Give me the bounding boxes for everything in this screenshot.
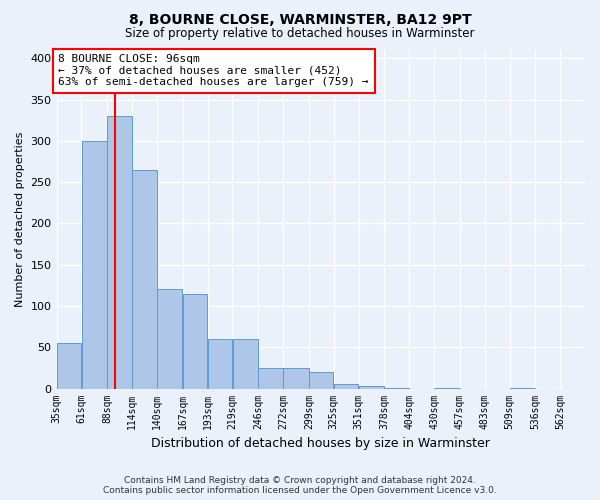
Bar — [334, 384, 358, 388]
Bar — [359, 386, 384, 388]
Bar — [208, 339, 232, 388]
Bar — [259, 368, 283, 388]
Bar — [233, 339, 258, 388]
Text: 8, BOURNE CLOSE, WARMINSTER, BA12 9PT: 8, BOURNE CLOSE, WARMINSTER, BA12 9PT — [128, 12, 472, 26]
Bar — [157, 290, 182, 388]
Bar — [183, 294, 207, 388]
Bar — [82, 141, 107, 388]
Bar — [309, 372, 334, 388]
Bar — [132, 170, 157, 388]
Text: Size of property relative to detached houses in Warminster: Size of property relative to detached ho… — [125, 28, 475, 40]
Text: Contains HM Land Registry data © Crown copyright and database right 2024.
Contai: Contains HM Land Registry data © Crown c… — [103, 476, 497, 495]
Bar — [57, 343, 81, 388]
Bar — [107, 116, 132, 388]
Bar — [283, 368, 308, 388]
Text: 8 BOURNE CLOSE: 96sqm
← 37% of detached houses are smaller (452)
63% of semi-det: 8 BOURNE CLOSE: 96sqm ← 37% of detached … — [58, 54, 369, 88]
X-axis label: Distribution of detached houses by size in Warminster: Distribution of detached houses by size … — [151, 437, 490, 450]
Y-axis label: Number of detached properties: Number of detached properties — [15, 132, 25, 307]
